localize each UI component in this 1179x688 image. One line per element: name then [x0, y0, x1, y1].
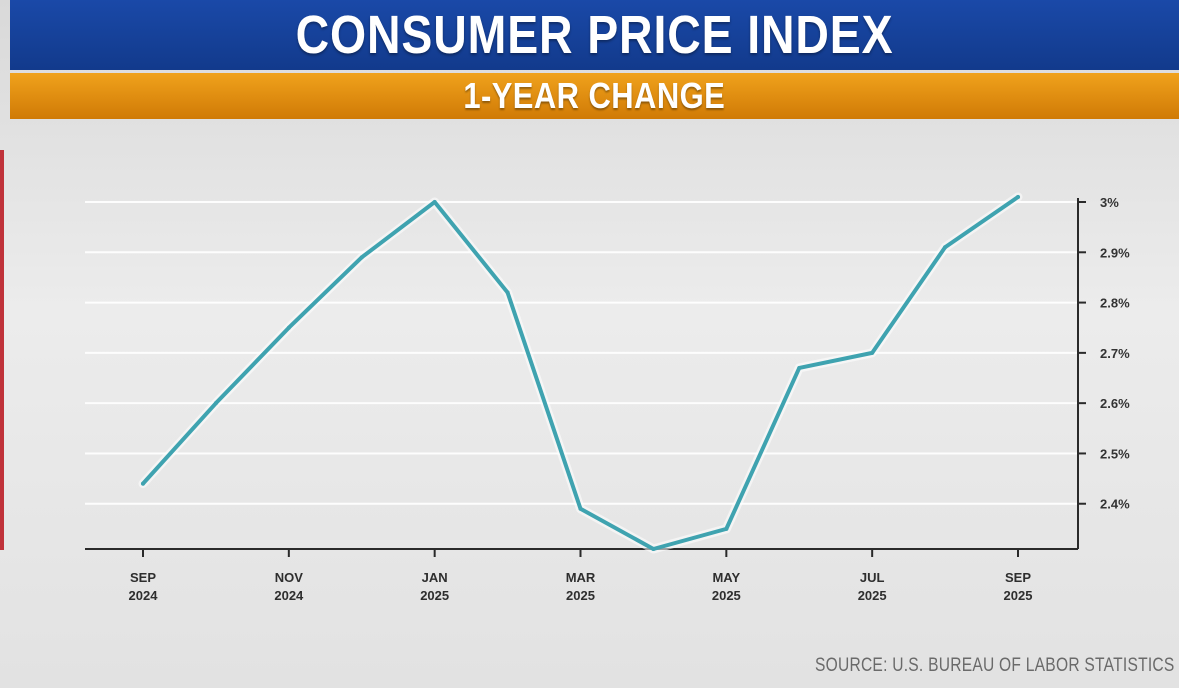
data-point [141, 481, 145, 486]
y-tick-label: 2.4% [1100, 497, 1130, 512]
source-credit: SOURCE: U.S. BUREAU OF LABOR STATISTICS [815, 655, 1175, 676]
y-tick-label: 2.9% [1100, 245, 1130, 260]
data-point [943, 245, 948, 250]
title-banner: CONSUMER PRICE INDEX [10, 0, 1179, 70]
y-tick-label: 2.6% [1100, 396, 1130, 411]
x-tick-label-year: 2025 [1004, 588, 1033, 603]
x-tick-label-year: 2025 [566, 588, 595, 603]
data-point [432, 200, 437, 204]
y-tick-label: 3% [1100, 195, 1119, 210]
y-tick-label: 2.5% [1100, 446, 1130, 461]
x-tick-label-month: NOV [275, 570, 304, 585]
series-layer [138, 192, 1023, 554]
data-point [359, 255, 364, 260]
x-tick-label-month: JUL [860, 570, 885, 585]
chart-subtitle: 1-YEAR CHANGE [463, 75, 726, 116]
x-tick-label-year: 2024 [129, 588, 159, 603]
data-point [286, 325, 291, 330]
data-point [651, 547, 656, 551]
x-tick-label-year: 2024 [274, 588, 304, 603]
data-point [213, 401, 218, 406]
y-tick-label: 2.7% [1100, 346, 1130, 361]
x-tick-label-year: 2025 [712, 588, 741, 603]
data-point [1016, 194, 1020, 199]
data-point [724, 526, 729, 531]
x-axis-ticks: SEP 2024 NOV 2024 JAN 2025 MAR 2025 MAY 2025 JUL 20… [129, 549, 1033, 603]
data-point [797, 365, 802, 370]
data-point [505, 290, 510, 295]
x-tick-label-month: MAR [566, 570, 596, 585]
x-tick-label-month: MAY [712, 570, 740, 585]
x-tick-label-month: SEP [1005, 570, 1031, 585]
y-axis-ticks: 3% 2.9% 2.8% 2.7% 2.6% 2.5% 2.4% [1078, 195, 1130, 512]
x-tick-label-year: 2025 [858, 588, 887, 603]
x-tick-label-month: JAN [422, 570, 448, 585]
data-point [578, 506, 583, 511]
data-point [870, 350, 875, 355]
gridlines [85, 201, 1078, 505]
x-tick-label-month: SEP [130, 570, 156, 585]
series-line-glow [138, 192, 1023, 554]
axes [85, 198, 1079, 550]
chart-title: CONSUMER PRICE INDEX [295, 5, 894, 65]
y-tick-label: 2.8% [1100, 296, 1130, 311]
left-edge-accent [0, 150, 4, 550]
x-tick-label-year: 2025 [420, 588, 449, 603]
subtitle-banner: 1-YEAR CHANGE [10, 73, 1179, 119]
